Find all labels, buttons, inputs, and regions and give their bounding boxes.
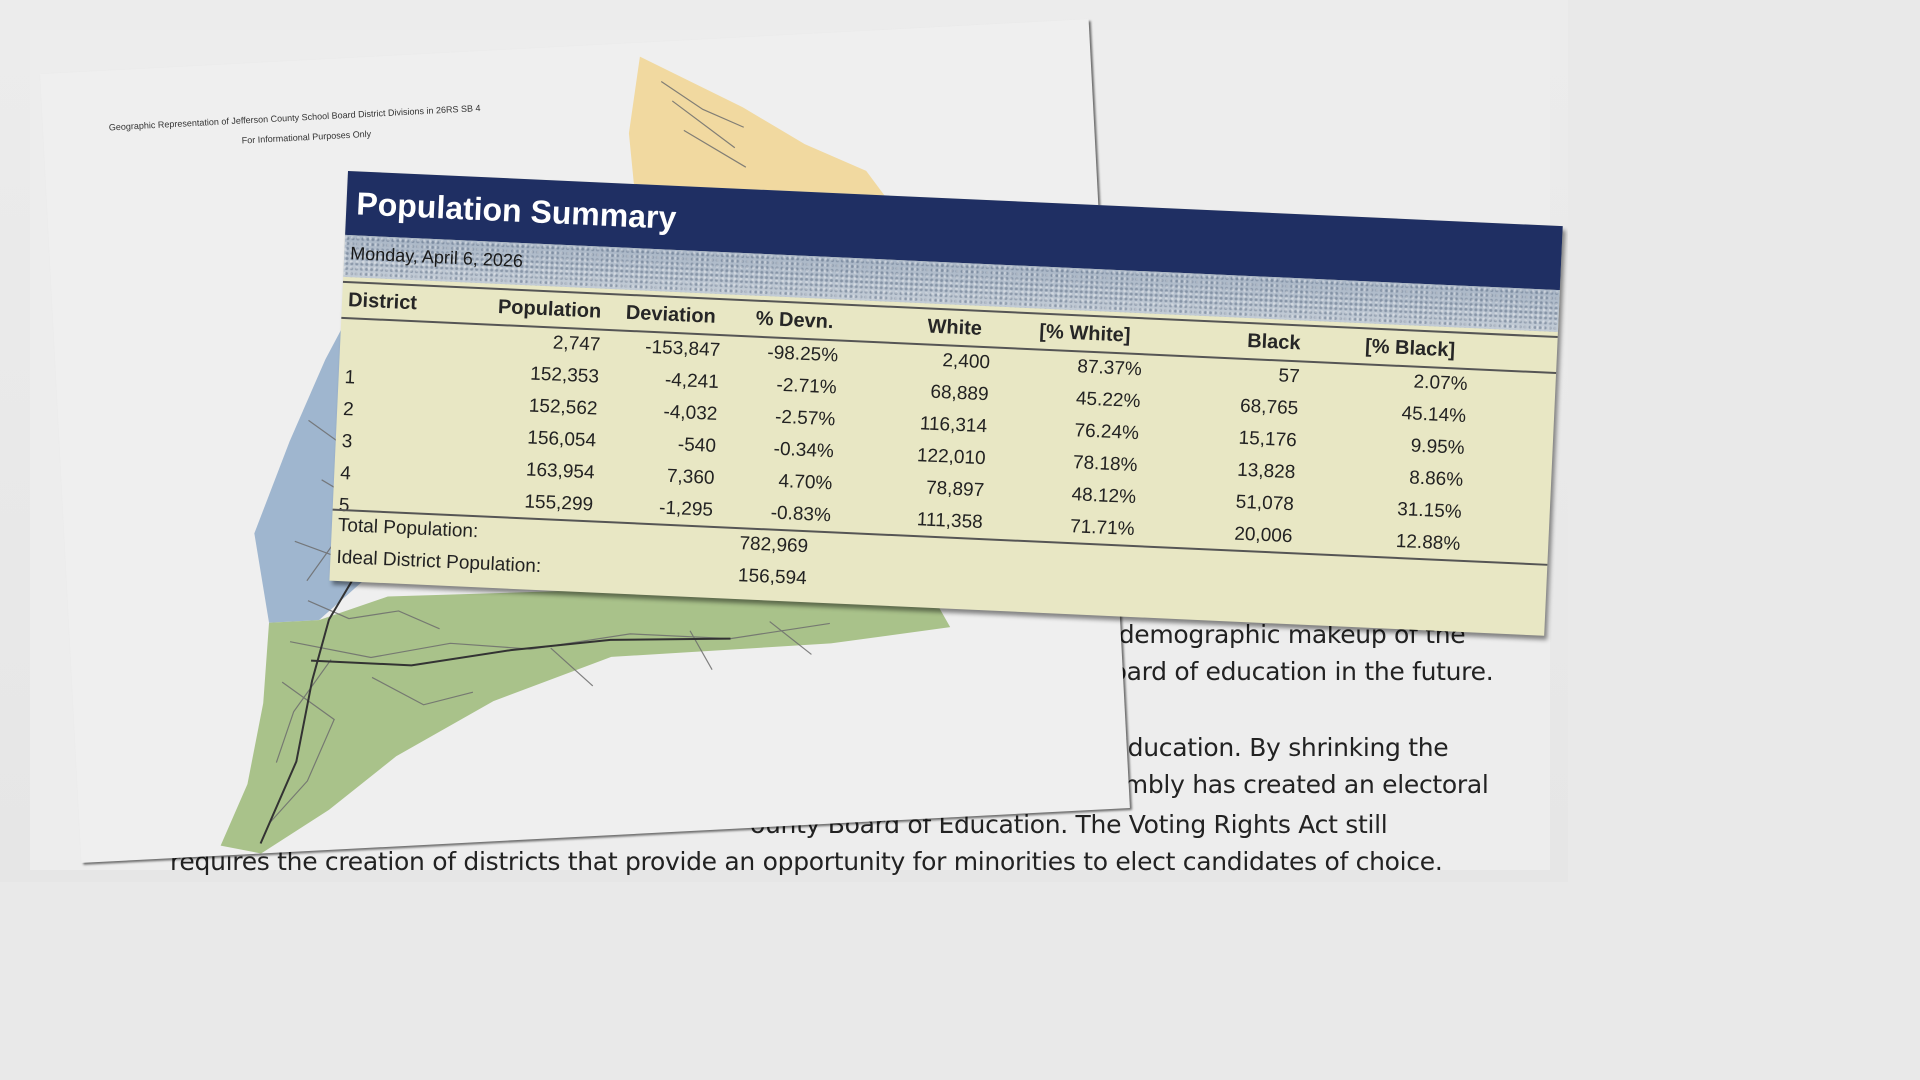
column-header-pct-devn: % Devn. bbox=[755, 307, 834, 334]
pct-white-cell: 48.12% bbox=[1071, 484, 1137, 509]
district-cell bbox=[347, 335, 387, 337]
population-cell: 156,054 bbox=[526, 427, 597, 452]
population-cell: 163,954 bbox=[525, 459, 596, 484]
summary-date: Monday, April 6, 2026 bbox=[349, 243, 524, 272]
total-population-label: Total Population: bbox=[337, 514, 479, 543]
black-cell: 51,078 bbox=[1235, 491, 1295, 516]
map-region-south bbox=[220, 588, 951, 854]
population-cell: 2,747 bbox=[552, 332, 601, 356]
white-cell: 111,358 bbox=[916, 509, 984, 534]
summary-title: Population Summary bbox=[355, 185, 678, 236]
district-cell: 3 bbox=[341, 431, 353, 453]
white-cell: 122,010 bbox=[916, 445, 987, 470]
white-cell: 68,889 bbox=[929, 381, 989, 406]
pct-devn-cell: 4.70% bbox=[778, 470, 833, 495]
ideal-district-population-label: Ideal District Population: bbox=[335, 546, 542, 578]
background-text-line: board of education in the future. bbox=[1096, 657, 1494, 686]
background-text-line: sembly has created an electoral bbox=[1096, 770, 1489, 799]
column-header-district: District bbox=[347, 289, 418, 315]
deviation-cell: -4,032 bbox=[663, 401, 718, 425]
total-population-value: 782,969 bbox=[739, 533, 809, 558]
deviation-cell: -1,295 bbox=[658, 497, 714, 521]
population-cell: 152,562 bbox=[528, 395, 598, 420]
column-header-population: Population bbox=[497, 295, 602, 323]
deviation-cell: -153,847 bbox=[644, 336, 721, 362]
pct-white-cell: 71.71% bbox=[1069, 516, 1136, 541]
black-cell: 20,006 bbox=[1233, 523, 1293, 548]
pct-white-cell: 87.37% bbox=[1076, 356, 1143, 381]
pct-devn-cell: -0.83% bbox=[770, 502, 832, 527]
column-header-black: Black bbox=[1246, 329, 1302, 355]
black-cell: 57 bbox=[1278, 365, 1301, 388]
pct-white-cell: 78.18% bbox=[1072, 452, 1138, 477]
pct-devn-cell: -2.57% bbox=[774, 406, 836, 431]
white-cell: 116,314 bbox=[919, 413, 988, 438]
population-summary-table: Population Summary Monday, April 6, 2026… bbox=[329, 171, 1563, 636]
district-cell: 4 bbox=[339, 462, 352, 485]
column-header-white: White bbox=[927, 315, 983, 340]
pct-black-cell: 2.07% bbox=[1413, 371, 1468, 395]
population-cell: 155,299 bbox=[524, 491, 594, 516]
pct-black-cell: 9.95% bbox=[1410, 435, 1466, 459]
deviation-cell: -4,241 bbox=[664, 369, 720, 394]
pct-white-cell: 45.22% bbox=[1075, 388, 1141, 413]
population-cell: 152,353 bbox=[529, 363, 600, 388]
pct-devn-cell: -0.34% bbox=[773, 438, 835, 463]
district-cell: 1 bbox=[344, 367, 356, 389]
pct-black-cell: 8.86% bbox=[1408, 467, 1464, 491]
pct-white-cell: 76.24% bbox=[1074, 420, 1140, 445]
pct-black-cell: 45.14% bbox=[1401, 403, 1467, 427]
white-cell: 78,897 bbox=[925, 477, 985, 502]
pct-black-cell: 12.88% bbox=[1395, 530, 1461, 555]
column-header-pct-black: [% Black] bbox=[1364, 335, 1456, 362]
black-cell: 13,828 bbox=[1236, 459, 1296, 484]
deviation-cell: 7,360 bbox=[666, 465, 715, 489]
white-cell: 2,400 bbox=[941, 350, 991, 374]
deviation-cell: -540 bbox=[677, 434, 717, 457]
ideal-district-population-value: 156,594 bbox=[737, 565, 808, 590]
district-cell: 2 bbox=[342, 399, 355, 421]
black-cell: 15,176 bbox=[1238, 427, 1298, 452]
background-text-line: f Education. By shrinking the bbox=[1096, 733, 1449, 762]
background-text-line: requires the creation of districts that … bbox=[170, 847, 1443, 876]
stage: e demographic makeup of the board of edu… bbox=[0, 0, 1568, 882]
pct-devn-cell: -2.71% bbox=[776, 374, 838, 399]
column-header-deviation: Deviation bbox=[625, 301, 717, 328]
pct-devn-cell: -98.25% bbox=[766, 342, 839, 367]
pct-black-cell: 31.15% bbox=[1396, 498, 1463, 523]
column-header-pct-white: [% White] bbox=[1038, 320, 1131, 347]
black-cell: 68,765 bbox=[1239, 395, 1299, 420]
